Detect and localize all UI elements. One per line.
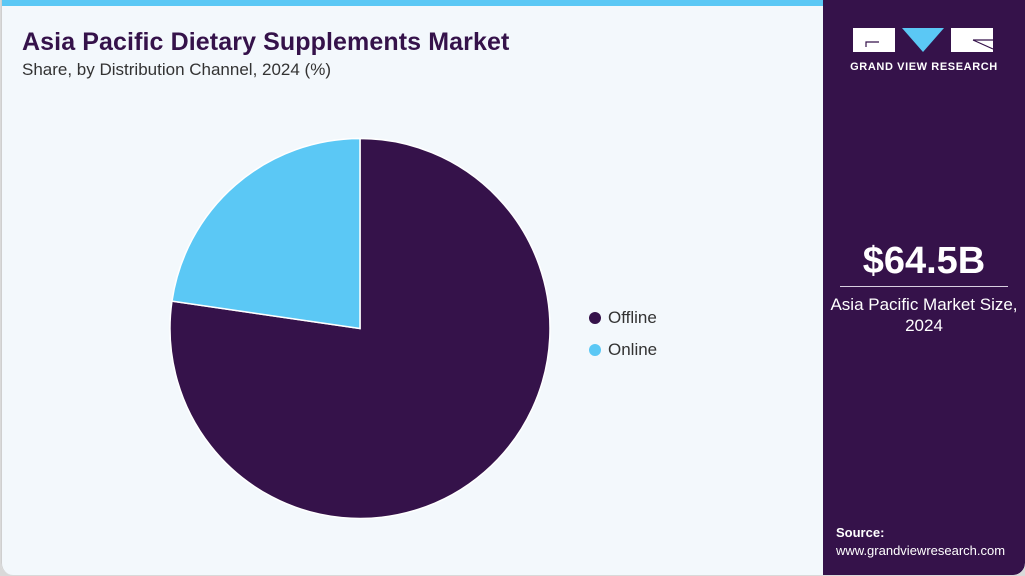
source-link[interactable]: www.grandviewresearch.com bbox=[836, 543, 1006, 558]
market-size-label: Asia Pacific Market Size, 2024 bbox=[823, 294, 1025, 336]
legend-item-offline: Offline bbox=[589, 302, 657, 334]
accent-bar bbox=[2, 0, 824, 6]
brand-name: GRAND VIEW RESEARCH bbox=[850, 61, 998, 73]
chart-subtitle: Share, by Distribution Channel, 2024 (%) bbox=[22, 60, 331, 79]
grand-view-research-logo-icon bbox=[853, 28, 994, 52]
chart-panel: Asia Pacific Dietary Supplements Market … bbox=[1, 0, 824, 575]
chart-legend: Offline Online bbox=[589, 302, 657, 366]
divider bbox=[840, 286, 1008, 287]
legend-label: Offline bbox=[608, 308, 657, 327]
market-size-label-line1: Asia Pacific Market Size, bbox=[830, 295, 1018, 314]
pie-slice-online bbox=[171, 137, 361, 330]
source-label: Source: bbox=[836, 525, 885, 540]
legend-dot-online-icon bbox=[589, 344, 601, 356]
legend-item-online: Online bbox=[589, 334, 657, 366]
market-size-value: $64.5B bbox=[862, 240, 986, 282]
market-size-label-line2: 2024 bbox=[905, 316, 943, 335]
pie-chart bbox=[169, 137, 551, 520]
legend-dot-offline-icon bbox=[589, 312, 601, 324]
info-sidebar: GRAND VIEW RESEARCH $64.5B Asia Pacific … bbox=[823, 0, 1025, 575]
legend-label: Online bbox=[608, 340, 658, 359]
page-title: Asia Pacific Dietary Supplements Market bbox=[22, 28, 510, 56]
